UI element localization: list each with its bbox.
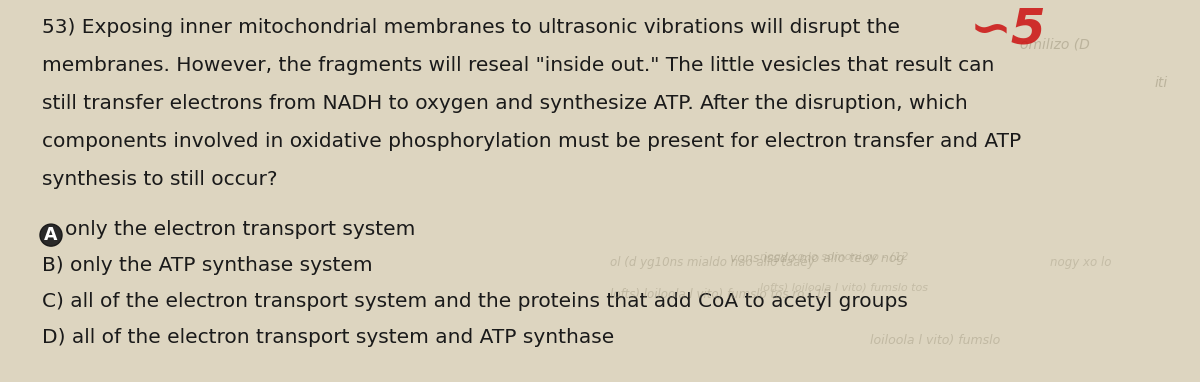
Text: components involved in oxidative phosphorylation must be present for electron tr: components involved in oxidative phospho… (42, 132, 1021, 151)
Text: only the electron transport system: only the electron transport system (65, 220, 415, 239)
Text: synthesis to still occur?: synthesis to still occur? (42, 170, 277, 189)
Circle shape (40, 224, 62, 246)
Text: C) all of the electron transport system and the proteins that add CoA to acetyl : C) all of the electron transport system … (42, 292, 908, 311)
Text: A: A (44, 226, 58, 244)
Text: lofts) loiloola l vito) fumslo tos ro i 15: lofts) loiloola l vito) fumslo tos ro i … (610, 288, 830, 301)
Text: vons issdo mo alio teoy nog: vons issdo mo alio teoy nog (730, 252, 905, 265)
Text: nogy xo lo: nogy xo lo (1050, 256, 1111, 269)
Text: D) all of the electron transport system and ATP synthase: D) all of the electron transport system … (42, 328, 614, 347)
Text: still transfer electrons from NADH to oxygen and synthesize ATP. After the disru: still transfer electrons from NADH to ox… (42, 94, 967, 113)
Text: B) only the ATP synthase system: B) only the ATP synthase system (42, 256, 373, 275)
Text: ol (d yg10ns mialdo nao alio taaey: ol (d yg10ns mialdo nao alio taaey (610, 256, 815, 269)
Text: nogy xo lo somoni go - (12: nogy xo lo somoni go - (12 (760, 252, 908, 262)
Text: iti: iti (1154, 76, 1169, 90)
Text: membranes. However, the fragments will reseal "inside out." The little vesicles : membranes. However, the fragments will r… (42, 56, 995, 75)
Text: loiloola l vito) fumslo: loiloola l vito) fumslo (870, 334, 1001, 347)
Text: lofts) loiloola l vito) fumslo tos: lofts) loiloola l vito) fumslo tos (760, 282, 928, 292)
Text: ∽5: ∽5 (970, 5, 1046, 53)
Text: 53) Exposing inner mitochondrial membranes to ultrasonic vibrations will disrupt: 53) Exposing inner mitochondrial membran… (42, 18, 900, 37)
Text: omilizo (D: omilizo (D (1020, 38, 1090, 52)
